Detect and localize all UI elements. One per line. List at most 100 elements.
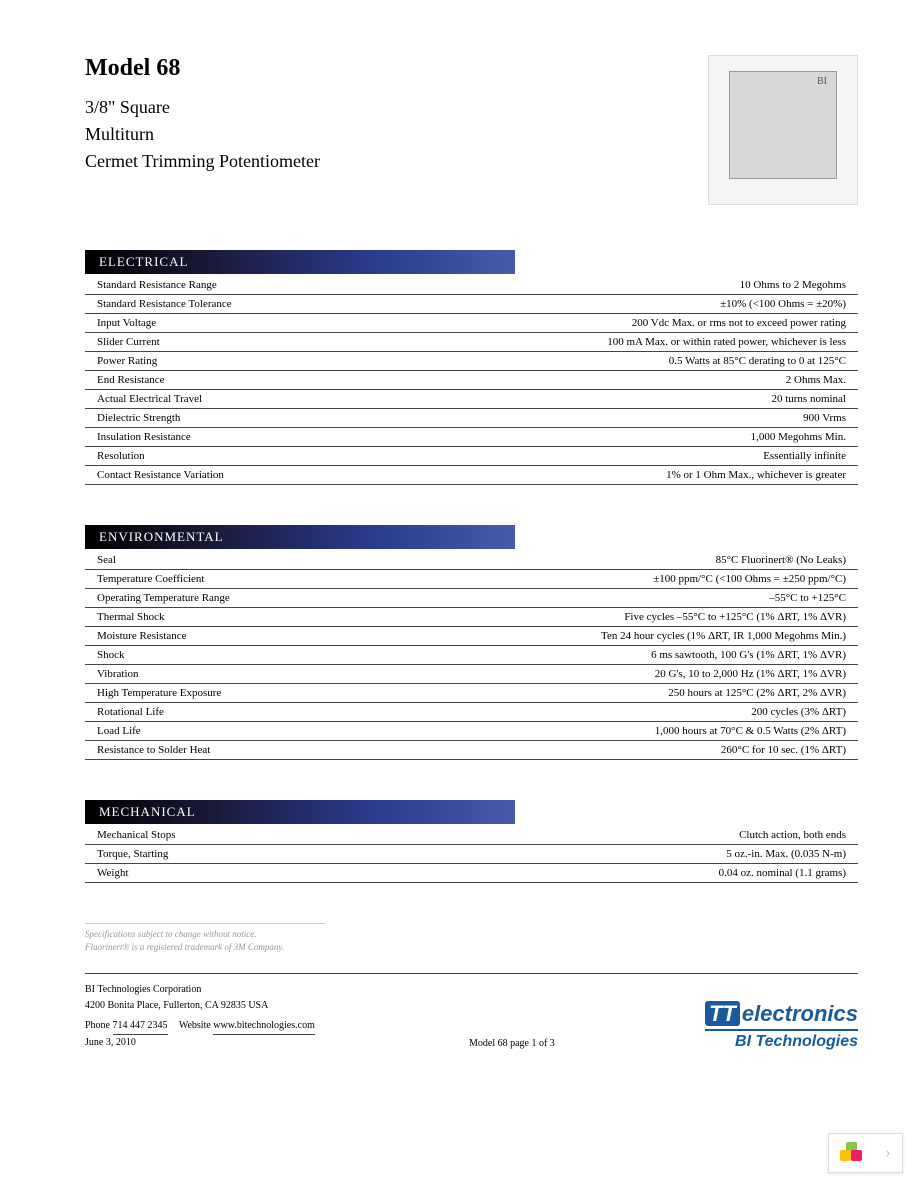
company-name: BI Technologies Corporation [85, 982, 319, 998]
spec-value: ±100 ppm/°C (<100 Ohms = ±250 ppm/°C) [410, 570, 858, 589]
spec-label: Standard Resistance Range [85, 276, 410, 295]
spec-label: End Resistance [85, 371, 410, 390]
spec-label: Resolution [85, 447, 410, 466]
spec-label: Slider Current [85, 333, 410, 352]
table-row: Shock6 ms sawtooth, 100 G's (1% ΔRT, 1% … [85, 646, 858, 665]
spec-label: Actual Electrical Travel [85, 390, 410, 409]
title-block: Model 68 3/8" Square Multiturn Cermet Tr… [85, 55, 320, 175]
spec-label: Dielectric Strength [85, 409, 410, 428]
phone-value: 714 447 2345 [113, 1018, 168, 1035]
spec-label: Mechanical Stops [85, 826, 410, 845]
document-title: Model 68 [85, 55, 320, 82]
viewer-badge[interactable]: › [828, 1133, 903, 1173]
spec-label: Power Rating [85, 352, 410, 371]
spec-section: ENVIRONMENTALSeal85°C Fluorinert® (No Le… [85, 525, 858, 760]
spec-value: 1,000 hours at 70°C & 0.5 Watts (2% ΔRT) [410, 722, 858, 741]
section-header: MECHANICAL [85, 800, 515, 824]
spec-label: Shock [85, 646, 410, 665]
spec-value: 250 hours at 125°C (2% ΔRT, 2% ΔVR) [410, 684, 858, 703]
spec-value: 900 Vrms [410, 409, 858, 428]
spec-table: Seal85°C Fluorinert® (No Leaks)Temperatu… [85, 551, 858, 760]
spec-value: 85°C Fluorinert® (No Leaks) [410, 551, 858, 570]
spec-label: Operating Temperature Range [85, 589, 410, 608]
company-logo: TTelectronics BI Technologies [705, 1001, 858, 1051]
spec-value: 20 turns nominal [410, 390, 858, 409]
phone-label: Phone [85, 1020, 110, 1031]
spec-value: –55°C to +125°C [410, 589, 858, 608]
footnote: Specifications subject to change without… [85, 928, 325, 941]
spec-table: Mechanical StopsClutch action, both ends… [85, 826, 858, 883]
spec-table: Standard Resistance Range10 Ohms to 2 Me… [85, 276, 858, 485]
spec-section: MECHANICALMechanical StopsClutch action,… [85, 800, 858, 883]
spec-label: Torque, Starting [85, 845, 410, 864]
table-row: Mechanical StopsClutch action, both ends [85, 826, 858, 845]
footnote: Fluorinert® is a registered trademark of… [85, 941, 325, 954]
table-row: Torque, Starting5 oz.-in. Max. (0.035 N-… [85, 845, 858, 864]
section-header: ENVIRONMENTAL [85, 525, 515, 549]
table-row: Dielectric Strength900 Vrms [85, 409, 858, 428]
spec-value: 260°C for 10 sec. (1% ΔRT) [410, 741, 858, 760]
footer-company-info: BI Technologies Corporation 4200 Bonita … [85, 982, 319, 1051]
table-row: Insulation Resistance1,000 Megohms Min. [85, 428, 858, 447]
table-row: Power Rating0.5 Watts at 85°C derating t… [85, 352, 858, 371]
web-value: www.bitechnologies.com [213, 1018, 315, 1035]
table-row: ResolutionEssentially infinite [85, 447, 858, 466]
spec-label: Insulation Resistance [85, 428, 410, 447]
spec-value: 6 ms sawtooth, 100 G's (1% ΔRT, 1% ΔVR) [410, 646, 858, 665]
spec-value: 1,000 Megohms Min. [410, 428, 858, 447]
spec-value: Five cycles –55°C to +125°C (1% ΔRT, 1% … [410, 608, 858, 627]
spec-value: ±10% (<100 Ohms = ±20%) [410, 295, 858, 314]
logo-main-text: electronics [742, 1001, 858, 1026]
footer-date: June 3, 2010 [85, 1035, 319, 1051]
spec-label: Resistance to Solder Heat [85, 741, 410, 760]
document-header: Model 68 3/8" Square Multiturn Cermet Tr… [85, 55, 858, 205]
spec-value: 10 Ohms to 2 Megohms [410, 276, 858, 295]
table-row: Resistance to Solder Heat260°C for 10 se… [85, 741, 858, 760]
table-row: Rotational Life200 cycles (3% ΔRT) [85, 703, 858, 722]
table-row: Contact Resistance Variation1% or 1 Ohm … [85, 466, 858, 485]
table-row: High Temperature Exposure250 hours at 12… [85, 684, 858, 703]
table-row: Temperature Coefficient±100 ppm/°C (<100… [85, 570, 858, 589]
spec-label: High Temperature Exposure [85, 684, 410, 703]
logo-prefix: TT [705, 1001, 740, 1026]
spec-value: Essentially infinite [410, 447, 858, 466]
spec-label: Moisture Resistance [85, 627, 410, 646]
spec-value: 200 cycles (3% ΔRT) [410, 703, 858, 722]
spec-label: Rotational Life [85, 703, 410, 722]
sections-container: ELECTRICALStandard Resistance Range10 Oh… [85, 250, 858, 883]
table-row: Load Life1,000 hours at 70°C & 0.5 Watts… [85, 722, 858, 741]
subtitle-line: 3/8" Square [85, 94, 320, 121]
spec-label: Standard Resistance Tolerance [85, 295, 410, 314]
spec-label: Load Life [85, 722, 410, 741]
table-row: Input Voltage200 Vdc Max. or rms not to … [85, 314, 858, 333]
spec-value: 2 Ohms Max. [410, 371, 858, 390]
table-row: End Resistance2 Ohms Max. [85, 371, 858, 390]
web-label: Website [179, 1020, 211, 1031]
spec-label: Weight [85, 864, 410, 883]
spec-section: ELECTRICALStandard Resistance Range10 Oh… [85, 250, 858, 485]
spec-value: 0.5 Watts at 85°C derating to 0 at 125°C [410, 352, 858, 371]
table-row: Slider Current100 mA Max. or within rate… [85, 333, 858, 352]
subtitle-line: Multiturn [85, 121, 320, 148]
spec-label: Thermal Shock [85, 608, 410, 627]
logo-sub-text: BI Technologies [705, 1029, 858, 1051]
spec-value: Ten 24 hour cycles (1% ΔRT, IR 1,000 Meg… [410, 627, 858, 646]
spec-label: Input Voltage [85, 314, 410, 333]
footnotes: Specifications subject to change without… [85, 923, 325, 953]
spec-value: 5 oz.-in. Max. (0.035 N-m) [410, 845, 858, 864]
badge-icon [840, 1142, 862, 1164]
section-header: ELECTRICAL [85, 250, 515, 274]
spec-label: Seal [85, 551, 410, 570]
table-row: Thermal ShockFive cycles –55°C to +125°C… [85, 608, 858, 627]
spec-value: 1% or 1 Ohm Max., whichever is greater [410, 466, 858, 485]
table-row: Standard Resistance Tolerance±10% (<100 … [85, 295, 858, 314]
table-row: Operating Temperature Range–55°C to +125… [85, 589, 858, 608]
table-row: Weight0.04 oz. nominal (1.1 grams) [85, 864, 858, 883]
spec-value: Clutch action, both ends [410, 826, 858, 845]
spec-value: 100 mA Max. or within rated power, which… [410, 333, 858, 352]
table-row: Seal85°C Fluorinert® (No Leaks) [85, 551, 858, 570]
spec-label: Contact Resistance Variation [85, 466, 410, 485]
spec-label: Temperature Coefficient [85, 570, 410, 589]
product-image [708, 55, 858, 205]
table-row: Moisture ResistanceTen 24 hour cycles (1… [85, 627, 858, 646]
